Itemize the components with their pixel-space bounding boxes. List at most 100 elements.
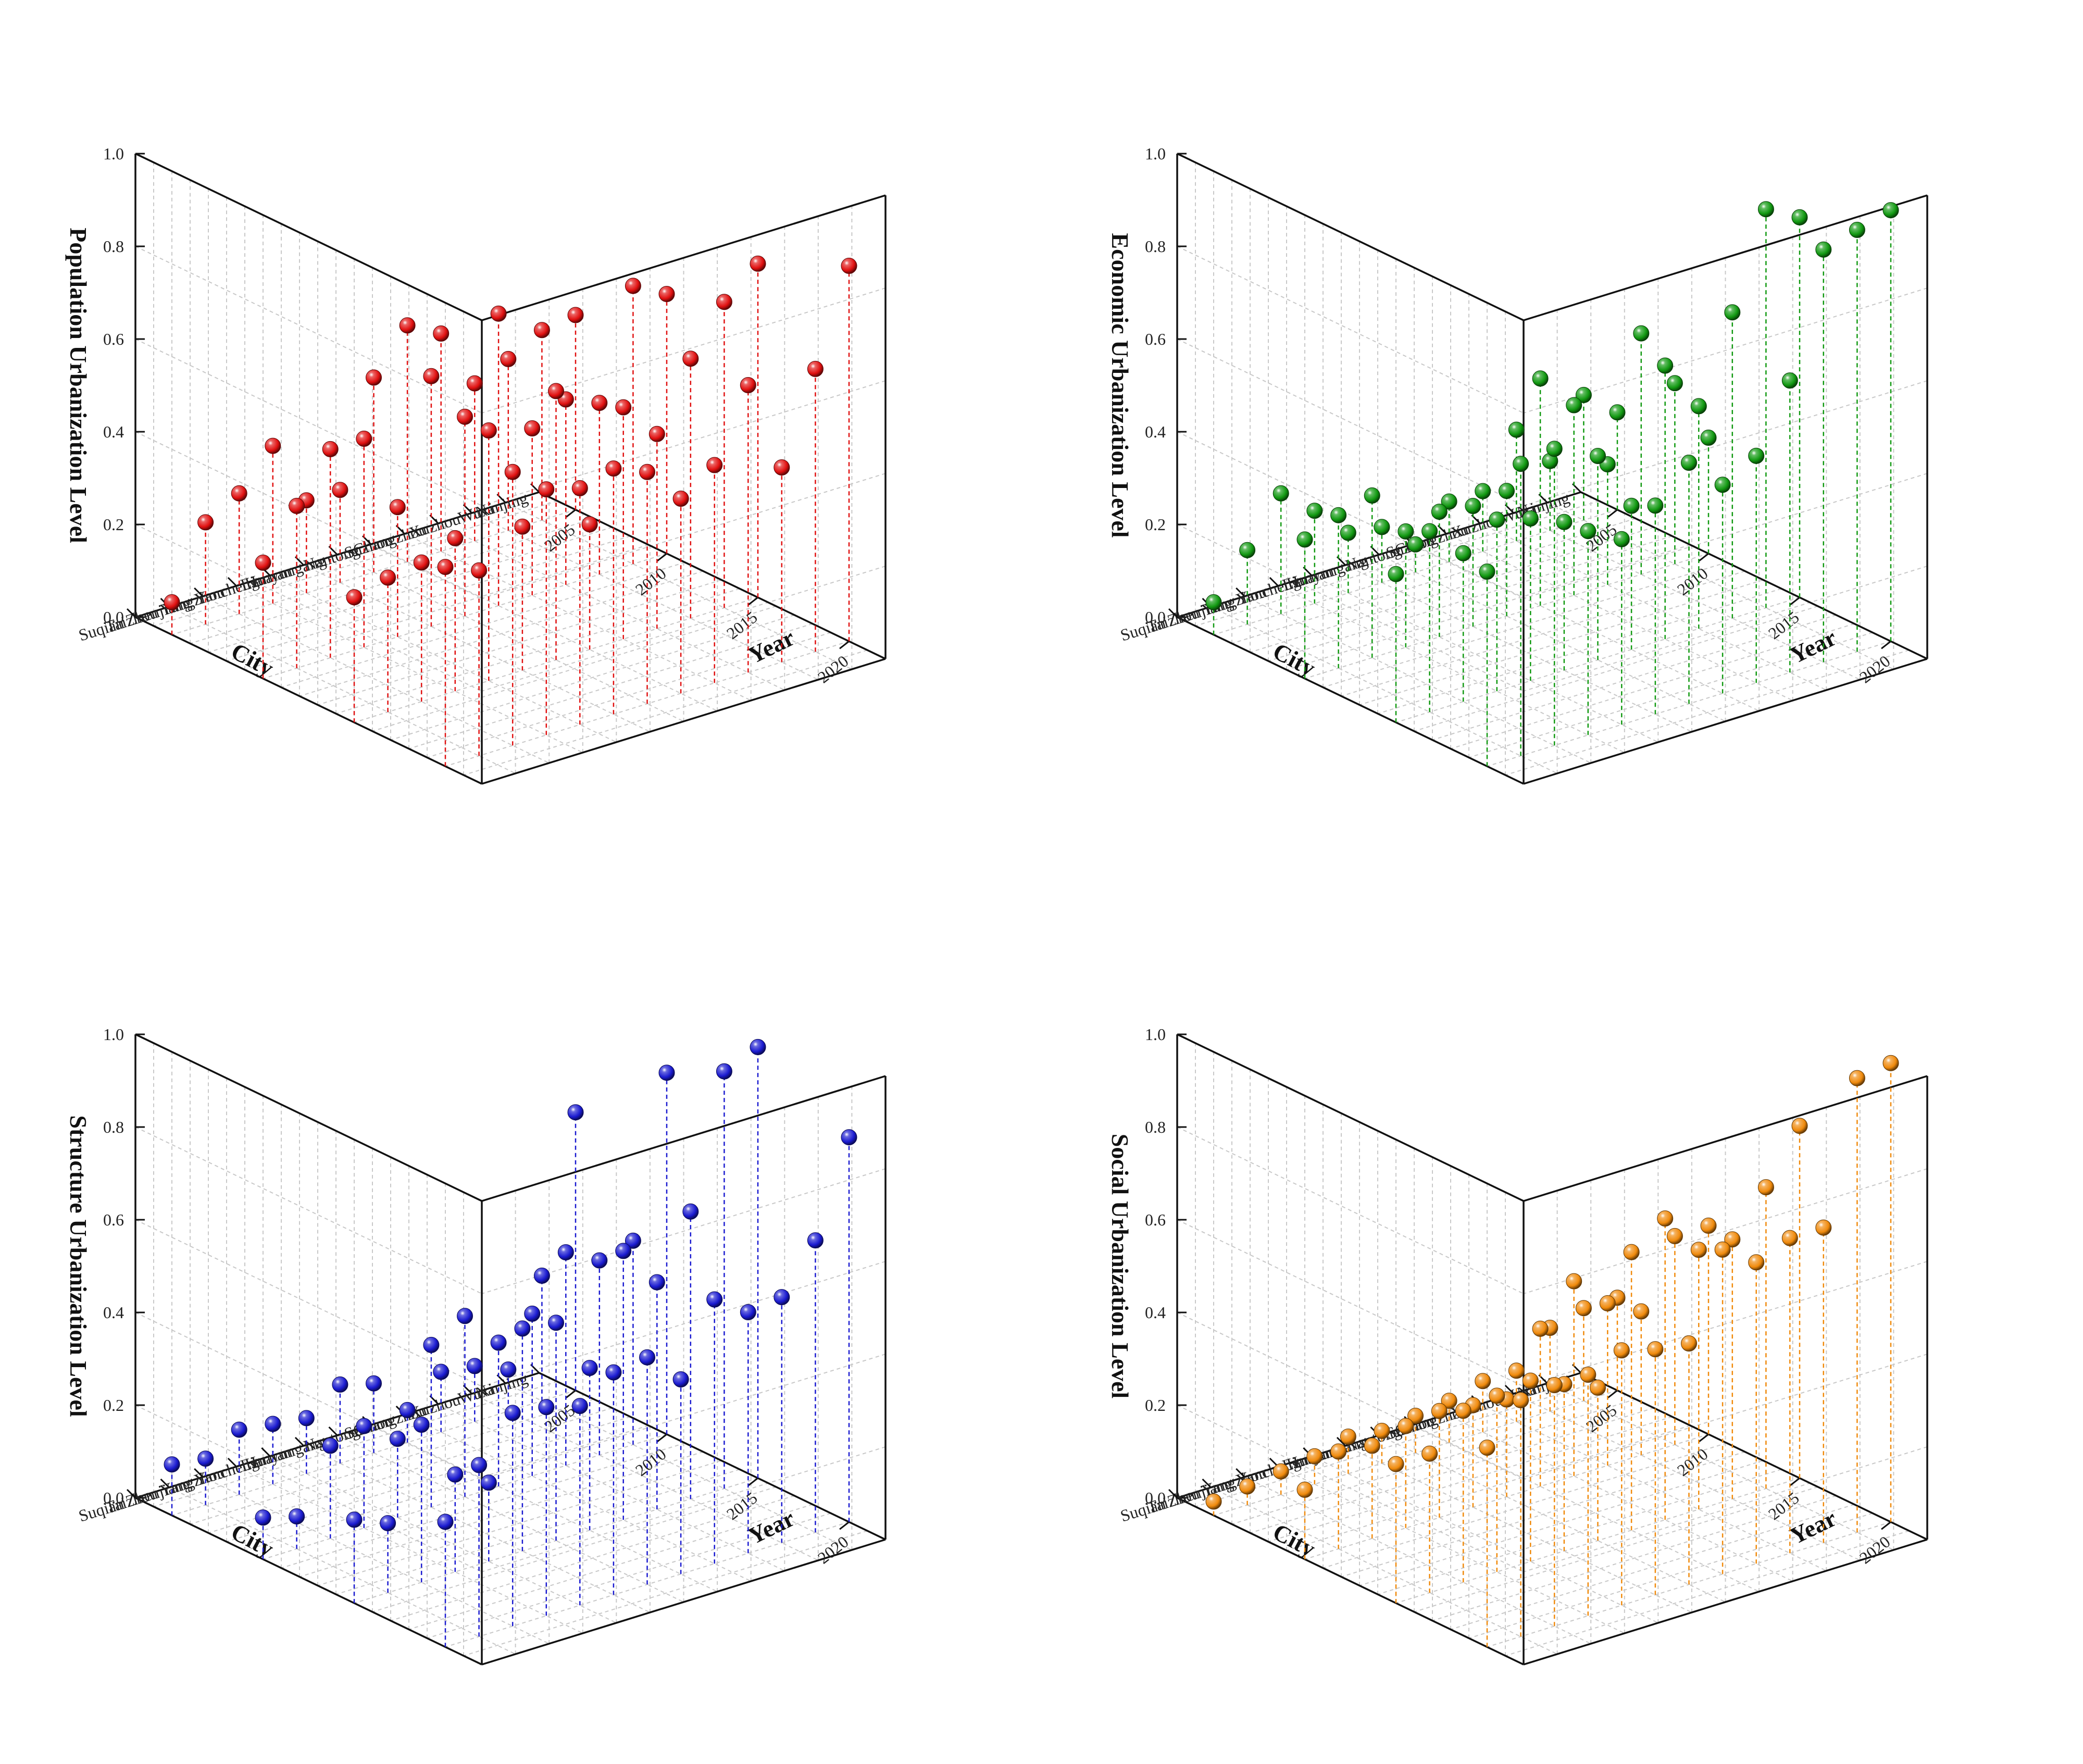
city-tick-label: Suqian bbox=[1118, 613, 1168, 644]
data-point bbox=[1475, 1373, 1491, 1390]
grid-line bbox=[1513, 512, 1861, 680]
z-axis-title: Structure Urbanization Level bbox=[65, 1115, 92, 1417]
grid-line bbox=[1177, 524, 1524, 692]
grid-line bbox=[1244, 1477, 1591, 1644]
z-tick-label: 0.4 bbox=[103, 422, 124, 441]
data-point bbox=[380, 1515, 396, 1532]
chart-svg: 0.0 0.2 0.4 0.6 0.8 1.0 Structure Urbanization… bbox=[65, 1025, 887, 1666]
grid-line bbox=[1468, 1512, 1873, 1639]
data-point bbox=[480, 422, 497, 439]
grid-line bbox=[226, 535, 631, 662]
data-point bbox=[625, 278, 641, 294]
data-point bbox=[466, 1358, 483, 1374]
data-point bbox=[1330, 507, 1347, 523]
data-point bbox=[1296, 531, 1313, 548]
data-point bbox=[1489, 511, 1505, 528]
grid-line bbox=[1479, 1404, 1827, 1571]
z-tick-label: 0.8 bbox=[1145, 1118, 1166, 1136]
year-tick bbox=[657, 1433, 667, 1443]
data-point bbox=[1296, 1481, 1313, 1498]
data-point bbox=[581, 516, 598, 533]
z-tick-label: 0.6 bbox=[1145, 330, 1166, 348]
data-point bbox=[1407, 1408, 1424, 1424]
grid-line bbox=[202, 596, 550, 764]
data-point bbox=[1340, 524, 1356, 541]
data-point bbox=[466, 375, 483, 392]
data-point bbox=[1475, 483, 1491, 499]
z-tick-label: 0.2 bbox=[1145, 515, 1166, 534]
year-tick bbox=[1881, 1521, 1891, 1530]
grid-line bbox=[236, 585, 583, 753]
city-tick bbox=[328, 1426, 338, 1436]
data-point bbox=[346, 589, 363, 606]
city-tick bbox=[194, 587, 204, 597]
z-tick-label: 0.6 bbox=[103, 330, 124, 348]
data-point bbox=[1666, 375, 1683, 392]
grid-line bbox=[335, 588, 740, 715]
data-point bbox=[807, 360, 824, 377]
data-point bbox=[289, 497, 305, 514]
data-point bbox=[1757, 201, 1774, 218]
grid-line bbox=[1505, 1530, 1910, 1657]
data-point bbox=[1306, 503, 1323, 519]
data-point bbox=[389, 1431, 406, 1447]
data-point bbox=[298, 1410, 315, 1427]
data-point bbox=[1513, 456, 1529, 472]
grid-line bbox=[1323, 561, 1727, 688]
data-point bbox=[639, 1349, 655, 1366]
data-point bbox=[807, 1232, 824, 1249]
grid-line bbox=[1446, 1414, 1793, 1582]
grid-line bbox=[1211, 1487, 1558, 1655]
grid-line bbox=[1286, 544, 1691, 671]
data-point bbox=[567, 1104, 584, 1121]
data-point bbox=[1479, 1440, 1495, 1456]
data-point bbox=[1340, 1429, 1356, 1445]
data-point bbox=[615, 1243, 632, 1259]
grid-line bbox=[354, 1478, 758, 1604]
city-tick bbox=[261, 1447, 271, 1457]
data-point bbox=[658, 286, 675, 302]
data-point bbox=[571, 1398, 588, 1415]
grid-line bbox=[408, 1504, 813, 1630]
chart-svg: 0.0 0.2 0.4 0.6 0.8 1.0 Social Urbanization Le… bbox=[1107, 1025, 1928, 1666]
axis-line bbox=[481, 658, 886, 785]
grid-line bbox=[427, 1512, 831, 1639]
z-axis-title: Economic Urbanization Level bbox=[1107, 233, 1133, 537]
z-tick-label: 0.6 bbox=[103, 1210, 124, 1229]
data-point bbox=[1590, 448, 1606, 464]
data-point bbox=[533, 322, 550, 339]
grid-line bbox=[1177, 246, 1524, 414]
data-point bbox=[332, 1376, 348, 1393]
data-point bbox=[1388, 1456, 1404, 1472]
z-tick-label: 0.0 bbox=[103, 1488, 124, 1507]
data-point bbox=[1724, 304, 1741, 321]
grid-line bbox=[208, 527, 613, 653]
year-tick bbox=[1790, 1477, 1800, 1486]
data-point bbox=[1239, 1478, 1256, 1495]
city-tick bbox=[1336, 1436, 1346, 1447]
data-point bbox=[1666, 1228, 1683, 1244]
data-point bbox=[504, 464, 521, 480]
data-point bbox=[774, 459, 790, 476]
data-point bbox=[1791, 1118, 1808, 1134]
axis-line bbox=[481, 1075, 886, 1202]
data-point bbox=[457, 1308, 473, 1324]
z-tick-label: 0.0 bbox=[1145, 1488, 1166, 1507]
axis-line bbox=[135, 616, 482, 785]
grid-line bbox=[1177, 1127, 1524, 1294]
axis-frame bbox=[134, 153, 887, 785]
grid-line bbox=[1513, 1393, 1861, 1561]
city-tick bbox=[126, 1488, 136, 1499]
grid-line bbox=[1311, 1456, 1658, 1623]
grid-line bbox=[1211, 606, 1558, 774]
data-point bbox=[1441, 493, 1457, 510]
grid-line bbox=[281, 561, 685, 688]
axis-line bbox=[135, 1497, 482, 1666]
data-point bbox=[1849, 1070, 1865, 1086]
data-point bbox=[1431, 1403, 1448, 1419]
data-point bbox=[164, 594, 180, 610]
data-point bbox=[413, 554, 430, 571]
city-tick bbox=[194, 1468, 204, 1478]
year-axis-line bbox=[1580, 1372, 1928, 1541]
data-point bbox=[433, 1363, 450, 1380]
